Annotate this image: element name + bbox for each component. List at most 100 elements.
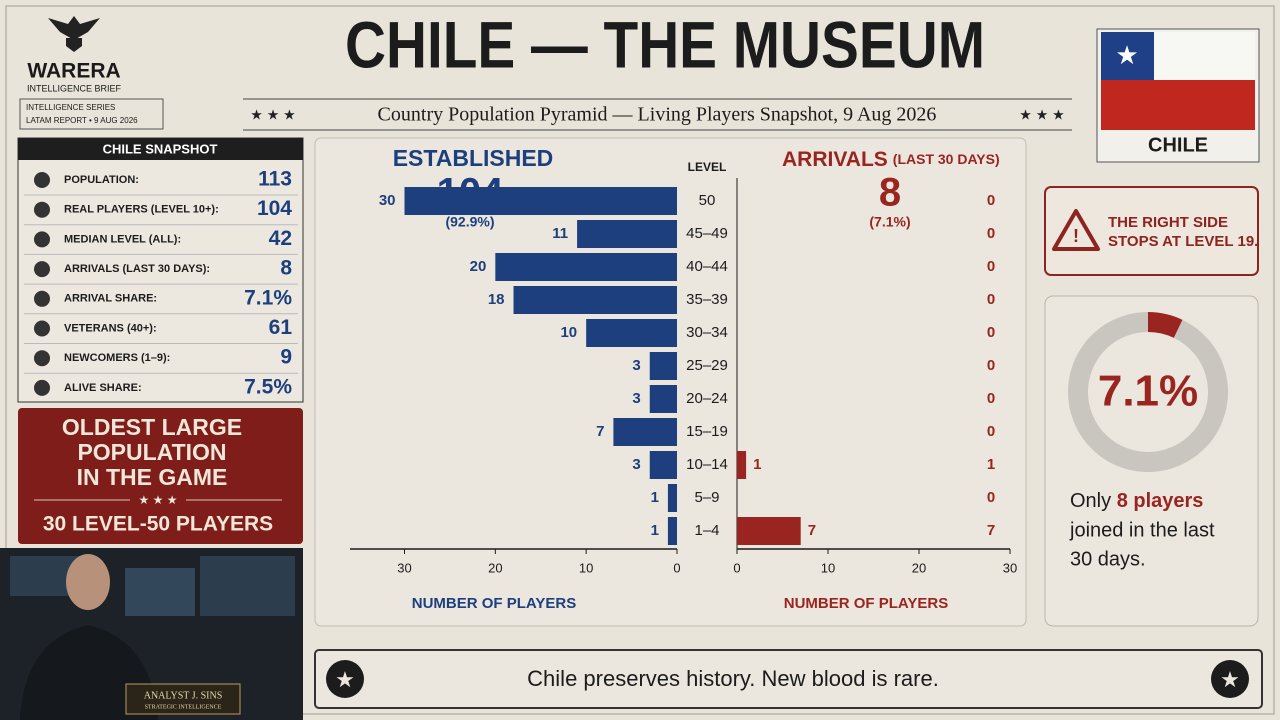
value-label-left: 18: [488, 291, 505, 308]
row-value: 7.5%: [244, 375, 292, 398]
nameplate: [125, 683, 241, 715]
subtitle: Country Population Pyramid — Living Play…: [378, 104, 937, 126]
x-tick-label: 0: [733, 560, 740, 575]
bar-left: [613, 418, 677, 446]
bar-left: [495, 253, 677, 281]
callout-line: OLDEST LARGE: [62, 414, 242, 440]
series: INTELLIGENCE SERIES: [26, 103, 115, 112]
footer-star: [1211, 660, 1249, 698]
row-value: 113: [258, 168, 292, 191]
legend-name: ARRIVALS: [782, 148, 888, 171]
value-label-left: 1: [651, 522, 659, 539]
head: [66, 554, 110, 610]
callout-line: POPULATION: [77, 439, 226, 465]
x-tick-label: 20: [912, 560, 926, 575]
logo-tagline: INTELLIGENCE BRIEF: [27, 83, 122, 93]
legend-left: ESTABLISHED: [393, 145, 554, 171]
category-label: 35–39: [686, 291, 728, 308]
note-highlight: 8 players: [1117, 490, 1204, 512]
value-column-right: 0: [987, 192, 995, 209]
value-column-right: 1: [987, 456, 995, 473]
body: [20, 625, 158, 720]
x-tick-label: 10: [821, 560, 835, 575]
row-label: REAL PLAYERS (LEVEL 10+):: [64, 204, 219, 216]
eagle-icon: [48, 16, 100, 40]
row-value: 104: [257, 197, 292, 220]
x-axis-label-right: NUMBER OF PLAYERS: [784, 595, 948, 612]
row-value: 7.1%: [244, 286, 292, 309]
bar-left: [649, 385, 677, 413]
category-label: 1–4: [694, 522, 719, 539]
share-left: (92.9%): [445, 214, 494, 230]
donut-note: 30 days.: [1070, 548, 1146, 570]
value-column-right: 0: [987, 489, 995, 506]
x-tick-label: 20: [488, 560, 502, 575]
row-icon: [34, 201, 50, 218]
donut-note: Only 8 players: [1070, 490, 1203, 512]
value-label-left: 3: [632, 390, 640, 407]
stars: ★ ★ ★: [139, 493, 178, 507]
share-right: (7.1%): [869, 214, 910, 230]
row-icon: [34, 231, 50, 248]
warning-line: STOPS AT LEVEL 19.: [1108, 233, 1258, 250]
series-box: [19, 98, 164, 130]
warning-mark: !: [1073, 226, 1079, 246]
category-label: 20–24: [686, 390, 728, 407]
warning: ! THE RIGHT SIDE STOPS AT LEVEL 19.: [1044, 186, 1259, 276]
flag-label: CHILE: [1148, 134, 1208, 156]
value-label-left: 30: [379, 192, 396, 209]
analyst-photo: ANALYST J. SINS STRATEGIC INTELLIGENCE: [0, 548, 303, 720]
flag: ★ CHILE: [1096, 28, 1260, 163]
x-tick-label: 30: [1003, 560, 1017, 575]
total-right: 8: [879, 171, 901, 215]
callout-line: IN THE GAME: [77, 464, 228, 490]
value-column-right: 0: [987, 423, 995, 440]
value-column-right: 0: [987, 357, 995, 374]
category-label: 40–44: [686, 258, 728, 275]
bar-left: [513, 286, 677, 314]
bar-left: [404, 187, 677, 215]
row-label: MEDIAN LEVEL (ALL):: [64, 233, 181, 245]
stars: ★ ★ ★: [1019, 107, 1064, 123]
warning-icon: [1052, 209, 1100, 251]
value-label-right: 7: [808, 522, 816, 539]
snapshot-box: [17, 137, 304, 403]
warning-line: THE RIGHT SIDE: [1108, 214, 1228, 231]
bar-left: [667, 517, 677, 545]
value-label-left: 11: [552, 225, 568, 242]
value-column-right: 0: [987, 390, 995, 407]
row-label: ALIVE SHARE:: [64, 382, 142, 394]
row-value: 8: [280, 257, 292, 280]
bar-left: [649, 352, 677, 380]
row-icon: [34, 261, 50, 278]
bar-right: [737, 451, 747, 479]
value-label-left: 1: [651, 489, 659, 506]
title: CHILE — THE MUSEUM: [345, 7, 985, 81]
report-date: LATAM REPORT • 9 AUG 2026: [26, 116, 138, 125]
value-label-left: 10: [560, 324, 577, 341]
logo: WARERA INTELLIGENCE BRIEF INTELLIGENCE S…: [19, 16, 164, 130]
value-label-left: 7: [596, 423, 604, 440]
monitor: [125, 568, 195, 616]
category-label: 5–9: [694, 489, 719, 506]
chart-panel: [314, 137, 1027, 627]
value-label-left: 3: [632, 456, 640, 473]
flag-blue: [1101, 32, 1154, 80]
legend-note: (LAST 30 DAYS): [893, 151, 1000, 167]
value-label-left: 20: [470, 258, 487, 275]
row-label: ARRIVAL SHARE:: [64, 293, 157, 305]
callout: OLDEST LARGE POPULATION IN THE GAME ★ ★ …: [18, 408, 303, 544]
legend-right: ARRIVALS (LAST 30 DAYS): [782, 148, 1000, 171]
analyst-name: ANALYST J. SINS: [144, 690, 223, 701]
value-column-right: 0: [987, 225, 995, 242]
logo-name: WARERA: [27, 60, 120, 83]
bar-right: [737, 517, 801, 545]
stars: ★ ★ ★: [250, 107, 295, 123]
value-column-right: 7: [987, 522, 995, 539]
category-label: 45–49: [686, 225, 728, 242]
callout-subtitle: 30 LEVEL-50 PLAYERS: [43, 513, 273, 536]
category-label: 25–29: [686, 357, 728, 374]
flag-star: ★: [1115, 40, 1138, 70]
category-label: 15–19: [686, 423, 728, 440]
footer-star: [326, 660, 364, 698]
